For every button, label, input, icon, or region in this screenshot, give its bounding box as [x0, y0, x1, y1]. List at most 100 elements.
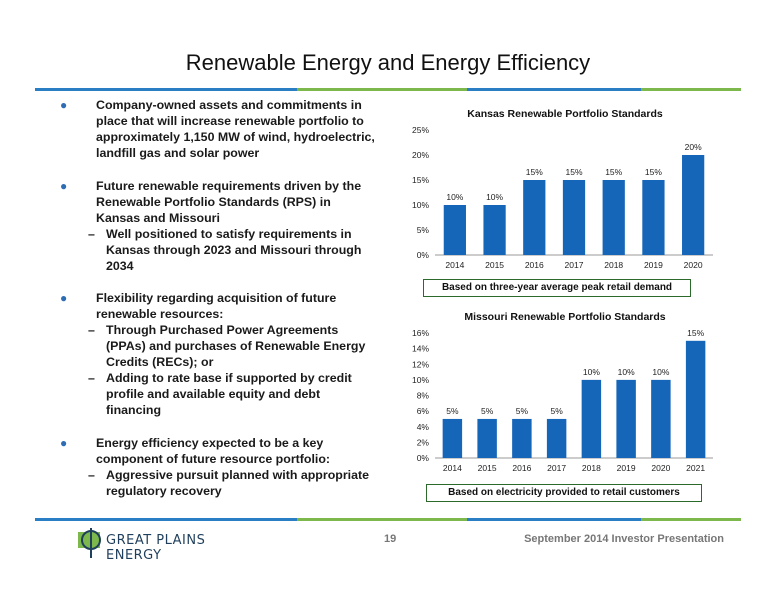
divider-segment	[297, 518, 467, 521]
kansas-x-tick-label: 2018	[604, 260, 623, 270]
kansas-data-label: 10%	[486, 192, 503, 202]
missouri-chart-note: Based on electricity provided to retail …	[426, 484, 702, 502]
missouri-x-tick-label: 2020	[651, 463, 670, 473]
missouri-data-label: 5%	[446, 406, 459, 416]
missouri-x-tick-label: 2018	[582, 463, 601, 473]
missouri-bar	[477, 418, 497, 458]
sub-bullet-text: Well positioned to satisfy requirements …	[106, 227, 362, 273]
kansas-x-tick-label: 2014	[445, 260, 464, 270]
bullet-dot-icon: ●	[60, 291, 68, 305]
kansas-y-tick-label: 20%	[412, 150, 429, 160]
missouri-y-tick-label: 6%	[417, 406, 430, 416]
kansas-y-tick-label: 10%	[412, 200, 429, 210]
missouri-data-label: 5%	[481, 406, 494, 416]
kansas-x-tick-label: 2016	[525, 260, 544, 270]
page-number: 19	[384, 533, 397, 545]
kansas-data-label: 15%	[645, 167, 662, 177]
kansas-data-label: 20%	[685, 142, 702, 152]
logo-text: GREAT PLAINS ENERGY	[106, 533, 206, 563]
kansas-bar	[483, 205, 506, 255]
company-logo: GREAT PLAINS ENERGY	[76, 526, 226, 563]
sub-bullet-item: – Well positioned to satisfy requirement…	[60, 226, 378, 274]
missouri-bar	[685, 340, 706, 458]
bullet-dot-icon: ●	[60, 179, 68, 193]
kansas-x-tick-label: 2019	[644, 260, 663, 270]
missouri-bar	[442, 418, 463, 458]
divider-segment	[35, 518, 297, 521]
bullet-text: Company-owned assets and commitments in …	[96, 98, 375, 160]
missouri-bar	[581, 379, 602, 458]
kansas-y-tick-label: 15%	[412, 175, 429, 185]
missouri-y-tick-label: 10%	[412, 375, 429, 385]
missouri-bar	[651, 379, 671, 458]
kansas-y-tick-label: 0%	[417, 250, 430, 260]
kansas-data-label: 15%	[526, 167, 543, 177]
bullet-list: ● Company-owned assets and commitments i…	[60, 97, 378, 515]
bullet-item: ● Company-owned assets and commitments i…	[60, 97, 378, 161]
missouri-chart-title: Missouri Renewable Portfolio Standards	[464, 311, 666, 323]
missouri-y-tick-label: 16%	[412, 328, 429, 338]
kansas-bar	[523, 180, 546, 255]
top-divider	[35, 88, 741, 91]
sub-bullet-text: Aggressive pursuit planned with appropri…	[106, 468, 369, 498]
missouri-y-tick-label: 8%	[417, 391, 430, 401]
sub-bullet-item: – Adding to rate base if supported by cr…	[60, 370, 378, 418]
kansas-data-label: 10%	[446, 192, 463, 202]
kansas-bar	[443, 205, 466, 255]
kansas-x-tick-label: 2017	[565, 260, 584, 270]
dash-icon: –	[88, 468, 95, 482]
missouri-data-label: 10%	[583, 367, 600, 377]
missouri-x-tick-label: 2021	[686, 463, 705, 473]
bullet-dot-icon: ●	[60, 436, 68, 450]
missouri-x-tick-label: 2016	[512, 463, 531, 473]
missouri-data-label: 10%	[652, 367, 669, 377]
missouri-x-tick-label: 2017	[547, 463, 566, 473]
bullet-item: ● Energy efficiency expected to be a key…	[60, 435, 378, 499]
logo-mark-icon	[78, 528, 101, 558]
bullet-text: Energy efficiency expected to be a key c…	[96, 436, 331, 466]
bullet-text: Flexibility regarding acquisition of fut…	[96, 291, 337, 321]
missouri-rps-chart: 0% 2% 4% 6% 8% 10% 12% 14% 16% 5% 2014 5% 2015 5% 2016…	[412, 328, 713, 473]
kansas-data-label: 15%	[605, 167, 622, 177]
kansas-bar	[682, 155, 705, 255]
kansas-bar	[602, 180, 625, 255]
missouri-data-label: 15%	[687, 328, 704, 338]
divider-segment	[641, 88, 741, 91]
bullet-item: ● Flexibility regarding acquisition of f…	[60, 290, 378, 418]
sub-bullet-item: – Through Purchased Power Agreements (PP…	[60, 322, 378, 370]
missouri-x-tick-label: 2019	[617, 463, 636, 473]
missouri-y-tick-label: 0%	[417, 453, 430, 463]
divider-segment	[467, 518, 641, 521]
kansas-x-tick-label: 2020	[684, 260, 703, 270]
divider-segment	[35, 88, 297, 91]
missouri-x-tick-label: 2014	[443, 463, 462, 473]
missouri-y-tick-label: 2%	[417, 437, 430, 447]
kansas-chart-note: Based on three-year average peak retail …	[423, 279, 691, 297]
sub-bullet-item: – Aggressive pursuit planned with approp…	[60, 467, 378, 499]
missouri-y-tick-label: 14%	[412, 344, 429, 354]
dash-icon: –	[88, 323, 95, 337]
missouri-data-label: 5%	[516, 406, 529, 416]
bottom-divider	[35, 518, 741, 521]
missouri-bar	[512, 418, 532, 458]
kansas-chart-title: Kansas Renewable Portfolio Standards	[467, 108, 663, 120]
sub-bullet-text: Through Purchased Power Agreements (PPAs…	[106, 323, 366, 369]
kansas-x-tick-label: 2015	[485, 260, 504, 270]
page-title: Renewable Energy and Energy Efficiency	[185, 50, 591, 75]
divider-segment	[467, 88, 641, 91]
bullet-item: ● Future renewable requirements driven b…	[60, 178, 378, 274]
bullet-dot-icon: ●	[60, 98, 68, 112]
kansas-y-tick-label: 5%	[417, 225, 430, 235]
divider-segment	[297, 88, 467, 91]
missouri-bar	[616, 379, 636, 458]
missouri-data-label: 10%	[618, 367, 635, 377]
missouri-x-tick-label: 2015	[478, 463, 497, 473]
kansas-bar	[562, 180, 586, 255]
missouri-bar	[546, 418, 567, 458]
kansas-bar	[642, 180, 665, 255]
bullet-text: Future renewable requirements driven by …	[96, 179, 362, 225]
presentation-title: September 2014 Investor Presentation	[524, 533, 724, 545]
missouri-y-tick-label: 4%	[417, 422, 430, 432]
kansas-y-tick-label: 25%	[412, 125, 429, 135]
missouri-y-tick-label: 12%	[412, 359, 429, 369]
